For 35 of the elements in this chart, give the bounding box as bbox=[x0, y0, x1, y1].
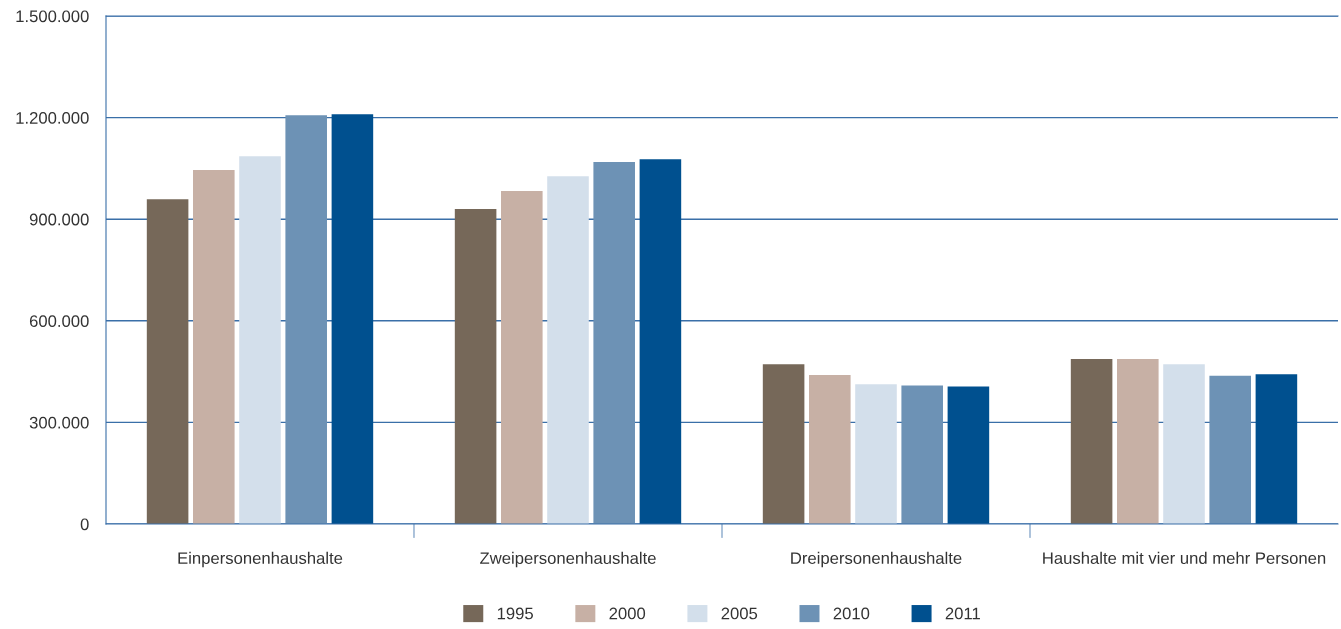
x-tick-label: Dreipersonenhaushalte bbox=[791, 551, 962, 568]
bar bbox=[1209, 375, 1251, 524]
bar bbox=[901, 385, 943, 524]
y-tick-label: 1.200.000 bbox=[16, 112, 89, 124]
y-tick-label: 600.000 bbox=[29, 315, 89, 327]
bar bbox=[855, 384, 897, 524]
bar bbox=[193, 170, 235, 524]
bar bbox=[331, 114, 374, 524]
x-tick-label: Zweipersonenhaushalte bbox=[480, 551, 656, 568]
legend-label: 2005 bbox=[721, 607, 758, 620]
x-tick-label: Einpersonenhaushalte bbox=[178, 551, 343, 568]
bar bbox=[454, 209, 497, 524]
y-tick-label: 1.500.000 bbox=[16, 10, 89, 23]
bar bbox=[285, 115, 327, 524]
bar bbox=[809, 374, 851, 524]
y-tick-label: 0 bbox=[80, 518, 89, 531]
legend-label: 1995 bbox=[497, 607, 533, 620]
bar bbox=[146, 199, 189, 524]
bar bbox=[1070, 359, 1113, 524]
y-tick-label: 300.000 bbox=[29, 416, 89, 429]
bar bbox=[947, 386, 990, 524]
legend-label: 2011 bbox=[945, 607, 980, 620]
bar bbox=[547, 176, 589, 524]
x-tick-label: Haushalte mit vier und mehr Personen bbox=[1043, 551, 1326, 565]
legend-label: 2000 bbox=[609, 607, 646, 620]
legend-label: 2010 bbox=[833, 607, 870, 620]
bar bbox=[762, 364, 805, 524]
bar bbox=[1163, 364, 1205, 524]
bar bbox=[501, 191, 543, 524]
bar bbox=[639, 159, 682, 524]
y-tick-label: 900.000 bbox=[29, 213, 89, 226]
bar bbox=[1117, 359, 1159, 524]
bar bbox=[1255, 374, 1298, 524]
bar bbox=[239, 156, 281, 524]
bar bbox=[593, 161, 635, 524]
